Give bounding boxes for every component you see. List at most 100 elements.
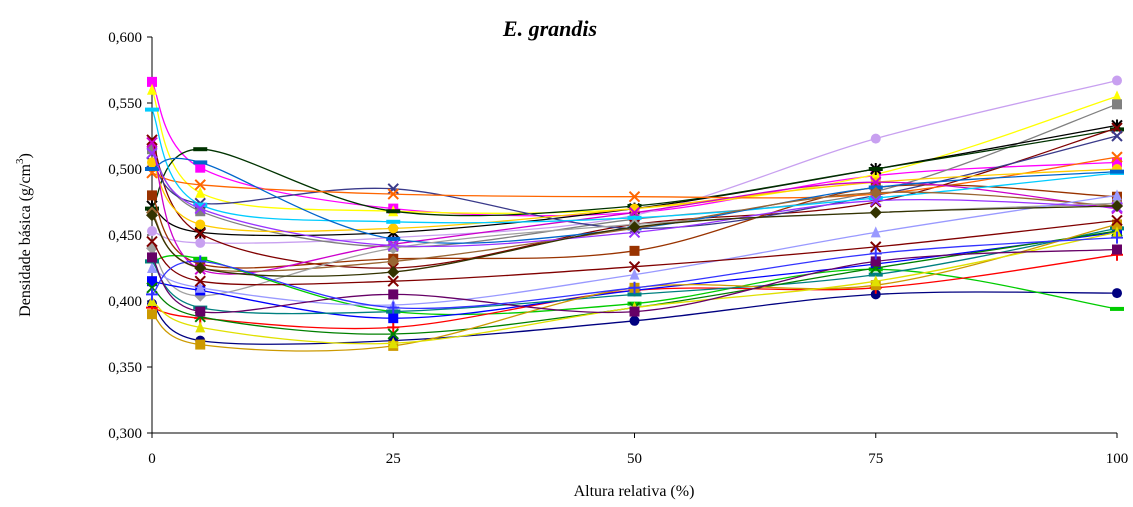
data-point-marker <box>147 83 157 95</box>
series-27 <box>147 244 1122 317</box>
data-point-marker <box>386 209 401 214</box>
data-point-marker <box>870 194 882 207</box>
y-tick-label: 0,450 <box>108 228 142 244</box>
y-tick-label: 0,400 <box>108 294 142 310</box>
data-point-marker <box>147 157 157 168</box>
y-axis-ticks: 0,300 0,350 0,400 0,450 0,500 0,550 0,600 <box>108 30 152 442</box>
data-point-marker <box>870 256 881 267</box>
data-point-marker <box>1110 306 1124 311</box>
data-point-marker <box>147 262 157 273</box>
data-point-marker <box>869 206 882 219</box>
data-point-marker <box>386 219 401 224</box>
data-point-marker <box>388 313 399 324</box>
data-point-marker <box>387 255 400 268</box>
data-point-marker <box>1111 231 1123 244</box>
data-point-marker <box>870 226 881 238</box>
series-group <box>145 75 1124 352</box>
y-tick-label: 0,300 <box>108 426 142 442</box>
data-point-marker <box>387 265 400 278</box>
data-point-marker <box>628 221 641 234</box>
y-axis-label-main: Densidade básica (g/cm <box>17 163 34 316</box>
data-point-marker <box>1111 130 1123 142</box>
data-point-marker <box>194 179 206 191</box>
x-tick-label: 25 <box>386 451 401 467</box>
data-point-marker <box>195 219 206 230</box>
data-point-marker <box>195 206 206 217</box>
data-point-marker <box>147 190 157 201</box>
data-point-marker <box>1111 199 1123 212</box>
data-point-marker <box>195 339 206 350</box>
data-point-marker <box>146 147 158 159</box>
series-30 <box>146 199 1123 278</box>
series-line <box>151 103 1118 248</box>
data-point-marker <box>870 241 882 253</box>
data-point-marker <box>147 76 157 87</box>
data-point-marker <box>1112 157 1122 168</box>
series-line <box>151 156 1118 199</box>
data-point-marker <box>387 301 400 314</box>
data-point-marker <box>195 186 206 198</box>
data-point-marker <box>1112 90 1122 102</box>
data-point-marker <box>1112 244 1122 255</box>
x-axis-ticks: 0 25 50 75 100 <box>148 433 1128 467</box>
data-point-marker <box>147 226 157 237</box>
data-point-marker <box>1112 219 1122 230</box>
y-tick-label: 0,600 <box>108 30 142 46</box>
x-tick-label: 0 <box>148 451 156 467</box>
series-line <box>151 230 1118 335</box>
series-line <box>151 157 1118 244</box>
data-point-marker <box>193 202 208 207</box>
data-point-marker <box>146 134 158 146</box>
y-tick-label: 0,500 <box>108 162 142 178</box>
data-point-marker <box>195 321 206 333</box>
data-point-marker <box>388 223 399 234</box>
data-point-marker <box>387 275 399 287</box>
data-point-marker <box>1111 151 1123 163</box>
data-point-marker <box>195 306 206 317</box>
data-point-marker <box>628 260 641 273</box>
x-tick-label: 75 <box>868 451 883 467</box>
data-point-marker <box>194 262 207 274</box>
data-point-marker <box>870 275 881 287</box>
data-point-marker <box>628 281 641 294</box>
data-point-marker <box>1112 99 1122 110</box>
series-line <box>151 135 1118 230</box>
data-point-marker <box>868 167 883 171</box>
data-point-marker <box>147 144 157 155</box>
series-line <box>151 205 1118 277</box>
x-tick-label: 50 <box>627 451 642 467</box>
data-point-marker <box>194 275 206 287</box>
y-axis-label: Densidade básica (g/cm3) <box>14 153 34 317</box>
data-point-marker <box>629 315 640 326</box>
data-point-marker <box>147 276 157 287</box>
data-point-marker <box>195 281 206 293</box>
data-point-marker <box>627 215 642 220</box>
series-21 <box>147 189 1122 310</box>
data-point-marker <box>146 209 158 222</box>
data-point-marker <box>147 309 157 320</box>
data-point-marker <box>628 191 641 203</box>
data-point-marker <box>387 188 399 200</box>
data-point-marker <box>1110 169 1124 174</box>
series-line <box>151 236 1118 310</box>
data-point-marker <box>1112 189 1122 201</box>
data-point-marker <box>387 321 400 334</box>
data-point-marker <box>145 167 159 171</box>
data-point-marker <box>146 136 158 149</box>
data-point-marker <box>194 227 206 240</box>
data-point-marker <box>387 239 399 252</box>
data-point-marker <box>629 245 640 256</box>
y-tick-label: 0,550 <box>108 96 142 112</box>
data-point-marker <box>146 288 158 301</box>
data-point-marker <box>195 237 206 248</box>
data-point-marker <box>145 107 159 112</box>
data-point-marker <box>627 292 642 297</box>
x-tick-label: 100 <box>1106 451 1129 467</box>
data-point-marker <box>386 236 401 241</box>
x-axis-label: Altura relativa (%) <box>574 483 695 500</box>
chart-title: E. grandis <box>502 16 597 41</box>
data-point-marker <box>870 133 881 144</box>
data-point-marker <box>1112 75 1122 86</box>
series-17 <box>147 288 1122 346</box>
data-point-marker <box>146 235 158 248</box>
